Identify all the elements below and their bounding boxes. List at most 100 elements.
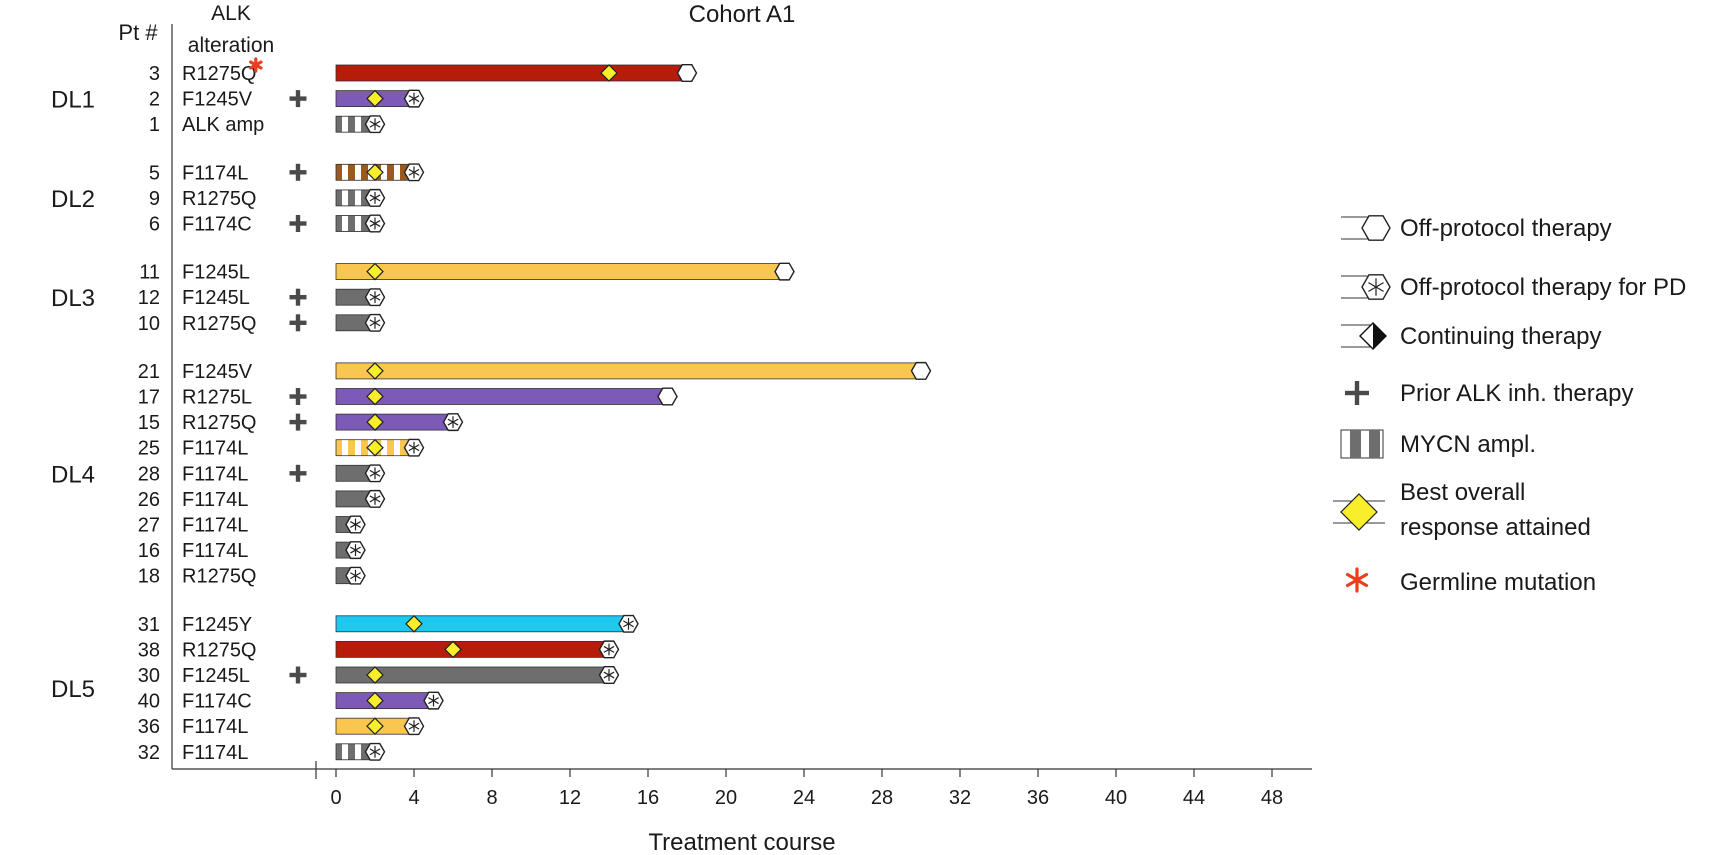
- patient-number: 18: [138, 566, 160, 588]
- dose-level-label: DL2: [51, 186, 95, 213]
- patient-number: 26: [138, 489, 160, 511]
- patient-number: 16: [138, 540, 160, 562]
- legend-off-protocol-pd-symbol-star-3: [1368, 282, 1384, 292]
- alk-alteration: R1275Q: [182, 412, 257, 434]
- best-response-marker: [366, 163, 384, 182]
- header-alk-1: ALK: [211, 2, 251, 25]
- patient-number: 27: [138, 515, 160, 537]
- prior-therapy-marker-v: [295, 666, 301, 684]
- legend-best-label-2: response attained: [1400, 514, 1591, 541]
- legend-off-protocol-label: Off-protocol therapy: [1400, 215, 1612, 242]
- patient-number: 17: [138, 387, 160, 409]
- prior-therapy-marker: [289, 288, 307, 306]
- off-protocol-pd-marker: [364, 214, 386, 233]
- x-tick-label: 0: [330, 787, 341, 809]
- off-protocol-pd-marker: [442, 413, 464, 432]
- prior-therapy-marker-v: [295, 464, 301, 482]
- alk-alteration: R1275Q: [182, 639, 257, 661]
- off-protocol-pd-marker: [364, 188, 386, 207]
- off-protocol-marker: [910, 361, 932, 380]
- x-tick-label: 36: [1027, 787, 1049, 809]
- header-alk-2: alteration: [188, 34, 274, 57]
- mycn-stripe: [355, 216, 361, 231]
- alk-alteration: R1275Q: [182, 63, 257, 85]
- x-tick-label: 44: [1183, 787, 1205, 809]
- mycn-stripe: [355, 164, 361, 180]
- best-response-marker: [366, 438, 384, 457]
- off-protocol-marker-shape: [676, 64, 698, 82]
- x-tick-label: 28: [871, 787, 893, 809]
- off-protocol-pd-marker: [364, 742, 386, 761]
- mycn-stripe: [381, 440, 387, 456]
- x-tick-label: 48: [1261, 787, 1283, 809]
- treatment-bar: [335, 362, 922, 380]
- best-response-marker: [444, 640, 462, 659]
- off-protocol-marker-shape: [774, 262, 795, 281]
- best-response-marker: [366, 413, 384, 431]
- patient-number: 12: [138, 287, 160, 309]
- dose-level-label: DL1: [51, 87, 95, 114]
- legend-mycn-label: MYCN ampl.: [1400, 431, 1536, 458]
- prior-therapy-marker: [289, 413, 307, 431]
- prior-therapy-marker: [289, 388, 307, 405]
- legend-off-protocol-pd-label: Off-protocol therapy for PD: [1400, 274, 1686, 301]
- x-tick-label: 32: [949, 787, 971, 809]
- x-axis-label: Treatment course: [648, 829, 835, 855]
- legend-mycn-stripe-1: [1350, 430, 1361, 458]
- off-protocol-pd-marker: [423, 691, 444, 710]
- legend-germline-symbol-arm: [1345, 572, 1369, 588]
- off-protocol-pd-marker-star-3: [408, 722, 420, 730]
- best-response-marker: [366, 691, 384, 710]
- treatment-bar: [335, 641, 610, 658]
- patient-number: 38: [138, 639, 160, 661]
- prior-therapy-marker-v: [295, 288, 301, 306]
- legend-off-protocol-symbol-shape: [1361, 215, 1391, 241]
- mycn-stripe: [342, 190, 348, 206]
- x-tick-label: 4: [408, 787, 419, 809]
- best-response-marker: [366, 717, 384, 736]
- off-protocol-pd-marker-star-3: [369, 469, 381, 477]
- patient-number: 5: [149, 162, 160, 184]
- prior-therapy-marker-v: [295, 90, 301, 108]
- prior-therapy-marker: [289, 163, 307, 181]
- alk-alteration: R1275L: [182, 387, 252, 409]
- off-protocol-pd-marker: [598, 666, 620, 684]
- patient-number: 6: [149, 214, 160, 236]
- treatment-bar: [335, 615, 629, 633]
- patient-number: 40: [138, 691, 160, 713]
- patient-number: 36: [138, 716, 160, 738]
- off-protocol-pd-marker-star-3: [369, 120, 381, 128]
- prior-therapy-marker: [289, 666, 307, 684]
- best-response-marker: [366, 387, 384, 406]
- mycn-stripe: [342, 440, 348, 456]
- off-protocol-pd-marker-star-3: [369, 220, 381, 227]
- alk-alteration: F1174L: [182, 540, 248, 562]
- chart-title: Cohort A1: [689, 1, 796, 28]
- off-protocol-pd-marker-star-3: [350, 572, 361, 580]
- best-response-marker: [405, 614, 423, 633]
- mycn-stripe: [355, 440, 361, 456]
- alk-alteration: F1245V: [182, 89, 253, 111]
- off-protocol-pd-marker: [403, 438, 425, 457]
- legend: Off-protocol therapy Off-protocol therapy…: [1333, 215, 1686, 596]
- legend-off-protocol-pd-symbol: [1361, 274, 1391, 300]
- germline-marker-arm: [249, 60, 263, 70]
- off-protocol-pd-marker-star-3: [408, 168, 420, 176]
- alk-alteration: R1275Q: [182, 313, 257, 335]
- patient-number: 21: [138, 361, 160, 383]
- off-protocol-pd-marker: [364, 288, 386, 307]
- off-protocol-pd-marker-star-3: [428, 697, 439, 705]
- prior-therapy-marker-v: [295, 314, 301, 332]
- mycn-stripe: [342, 744, 348, 760]
- patient-number: 1: [149, 114, 160, 136]
- treatment-bar: [335, 413, 454, 431]
- legend-germline-label: Germline mutation: [1400, 569, 1596, 596]
- mycn-stripe: [342, 116, 348, 132]
- treatment-bar: [335, 692, 434, 709]
- off-protocol-pd-marker: [364, 115, 386, 134]
- off-protocol-pd-marker-star-3: [369, 319, 381, 327]
- patient-number: 3: [149, 63, 160, 85]
- patient-number: 25: [138, 438, 160, 460]
- dose-level-label: DL3: [51, 285, 95, 312]
